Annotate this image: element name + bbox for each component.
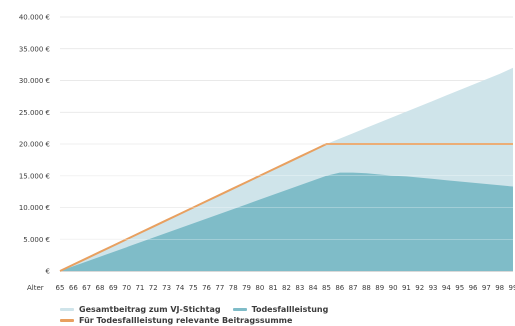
chart-lines — [59, 143, 513, 272]
x-tick-label: 71 — [135, 284, 144, 292]
x-tick-label: 96 — [469, 284, 478, 292]
x-tick-label: 78 — [229, 284, 238, 292]
x-tick-label: 73 — [162, 284, 171, 292]
y-tick-label: 15.000 € — [19, 172, 50, 180]
x-tick-label: 80 — [255, 284, 264, 292]
x-tick-label: 93 — [429, 284, 438, 292]
y-tick-label: 30.000 € — [19, 77, 50, 85]
x-tick-label: 84 — [309, 284, 318, 292]
x-tick-label: 87 — [349, 284, 358, 292]
x-tick-label: 68 — [96, 284, 105, 292]
chart: €5.000 € 10.000 € 15.000 € 20.000 € 25.000 €… — [19, 14, 515, 293]
legend-label: Todesfallleistung — [251, 305, 329, 314]
legend-item-total: Gesamtbeitrag zum VJ-Stichtag — [60, 305, 221, 314]
x-tick-label: 74 — [175, 284, 184, 292]
legend-row-1: Gesamtbeitrag zum VJ-Stichtag Todesfalll… — [60, 304, 340, 315]
x-tick-label: 77 — [215, 284, 224, 292]
y-tick-label: 40.000 € — [19, 14, 50, 22]
legend-item-death-benefit: Todesfallleistung — [232, 305, 329, 314]
x-tick-label: 95 — [455, 284, 464, 292]
x-tick-label: 92 — [415, 284, 424, 292]
x-tick-label: 99 — [509, 284, 515, 292]
legend-swatch-light-area — [60, 308, 74, 311]
y-tick-label: 5.000 € — [23, 236, 50, 244]
x-tick-label: 98 — [495, 284, 504, 292]
legend: Gesamtbeitrag zum VJ-Stichtag Todesfalll… — [60, 304, 340, 326]
legend-label: Gesamtbeitrag zum VJ-Stichtag — [79, 305, 221, 314]
x-tick-label: 97 — [482, 284, 491, 292]
x-tick-label: 89 — [375, 284, 384, 292]
x-axis-ticks: Alter 65 66 67 68 69 70 71 72 73 74 75 76 77 78 79 80 81… — [27, 284, 515, 292]
x-tick-label: 66 — [69, 284, 78, 292]
x-tick-label: 90 — [389, 284, 398, 292]
legend-swatch-dark-area — [232, 308, 247, 311]
x-tick-label: 69 — [109, 284, 118, 292]
legend-swatch-line — [60, 319, 74, 322]
x-tick-label: 88 — [362, 284, 371, 292]
area-series-2 — [60, 172, 513, 271]
x-tick-label: 65 — [56, 284, 65, 292]
x-axis-prefix: Alter — [27, 284, 44, 292]
y-tick-label: 10.000 € — [19, 204, 50, 212]
legend-row-2: Für Todesfallleistung relevante Beitrags… — [60, 315, 340, 326]
x-tick-label: 94 — [442, 284, 451, 292]
x-tick-label: 81 — [269, 284, 278, 292]
x-tick-label: 79 — [242, 284, 251, 292]
y-axis-ticks: €5.000 € 10.000 € 15.000 € 20.000 € 25.000 €… — [19, 14, 50, 276]
x-tick-label: 85 — [322, 284, 331, 292]
x-tick-label: 82 — [282, 284, 291, 292]
x-tick-label: 75 — [189, 284, 198, 292]
x-tick-label: 72 — [149, 284, 158, 292]
x-tick-label: 91 — [402, 284, 411, 292]
x-tick-label: 86 — [335, 284, 344, 292]
x-tick-label: 70 — [122, 284, 131, 292]
legend-item-relevant-sum: Für Todesfallleistung relevante Beitrags… — [60, 316, 292, 325]
x-tick-label: 83 — [295, 284, 304, 292]
x-tick-label: 67 — [82, 284, 91, 292]
legend-label: Für Todesfallleistung relevante Beitrags… — [79, 316, 293, 325]
x-tick-label: 76 — [202, 284, 211, 292]
y-tick-label: 20.000 € — [19, 141, 50, 149]
chart-areas — [60, 67, 513, 271]
y-tick-label: € — [46, 268, 50, 276]
y-tick-label: 35.000 € — [19, 45, 50, 53]
y-tick-label: 25.000 € — [19, 109, 50, 117]
